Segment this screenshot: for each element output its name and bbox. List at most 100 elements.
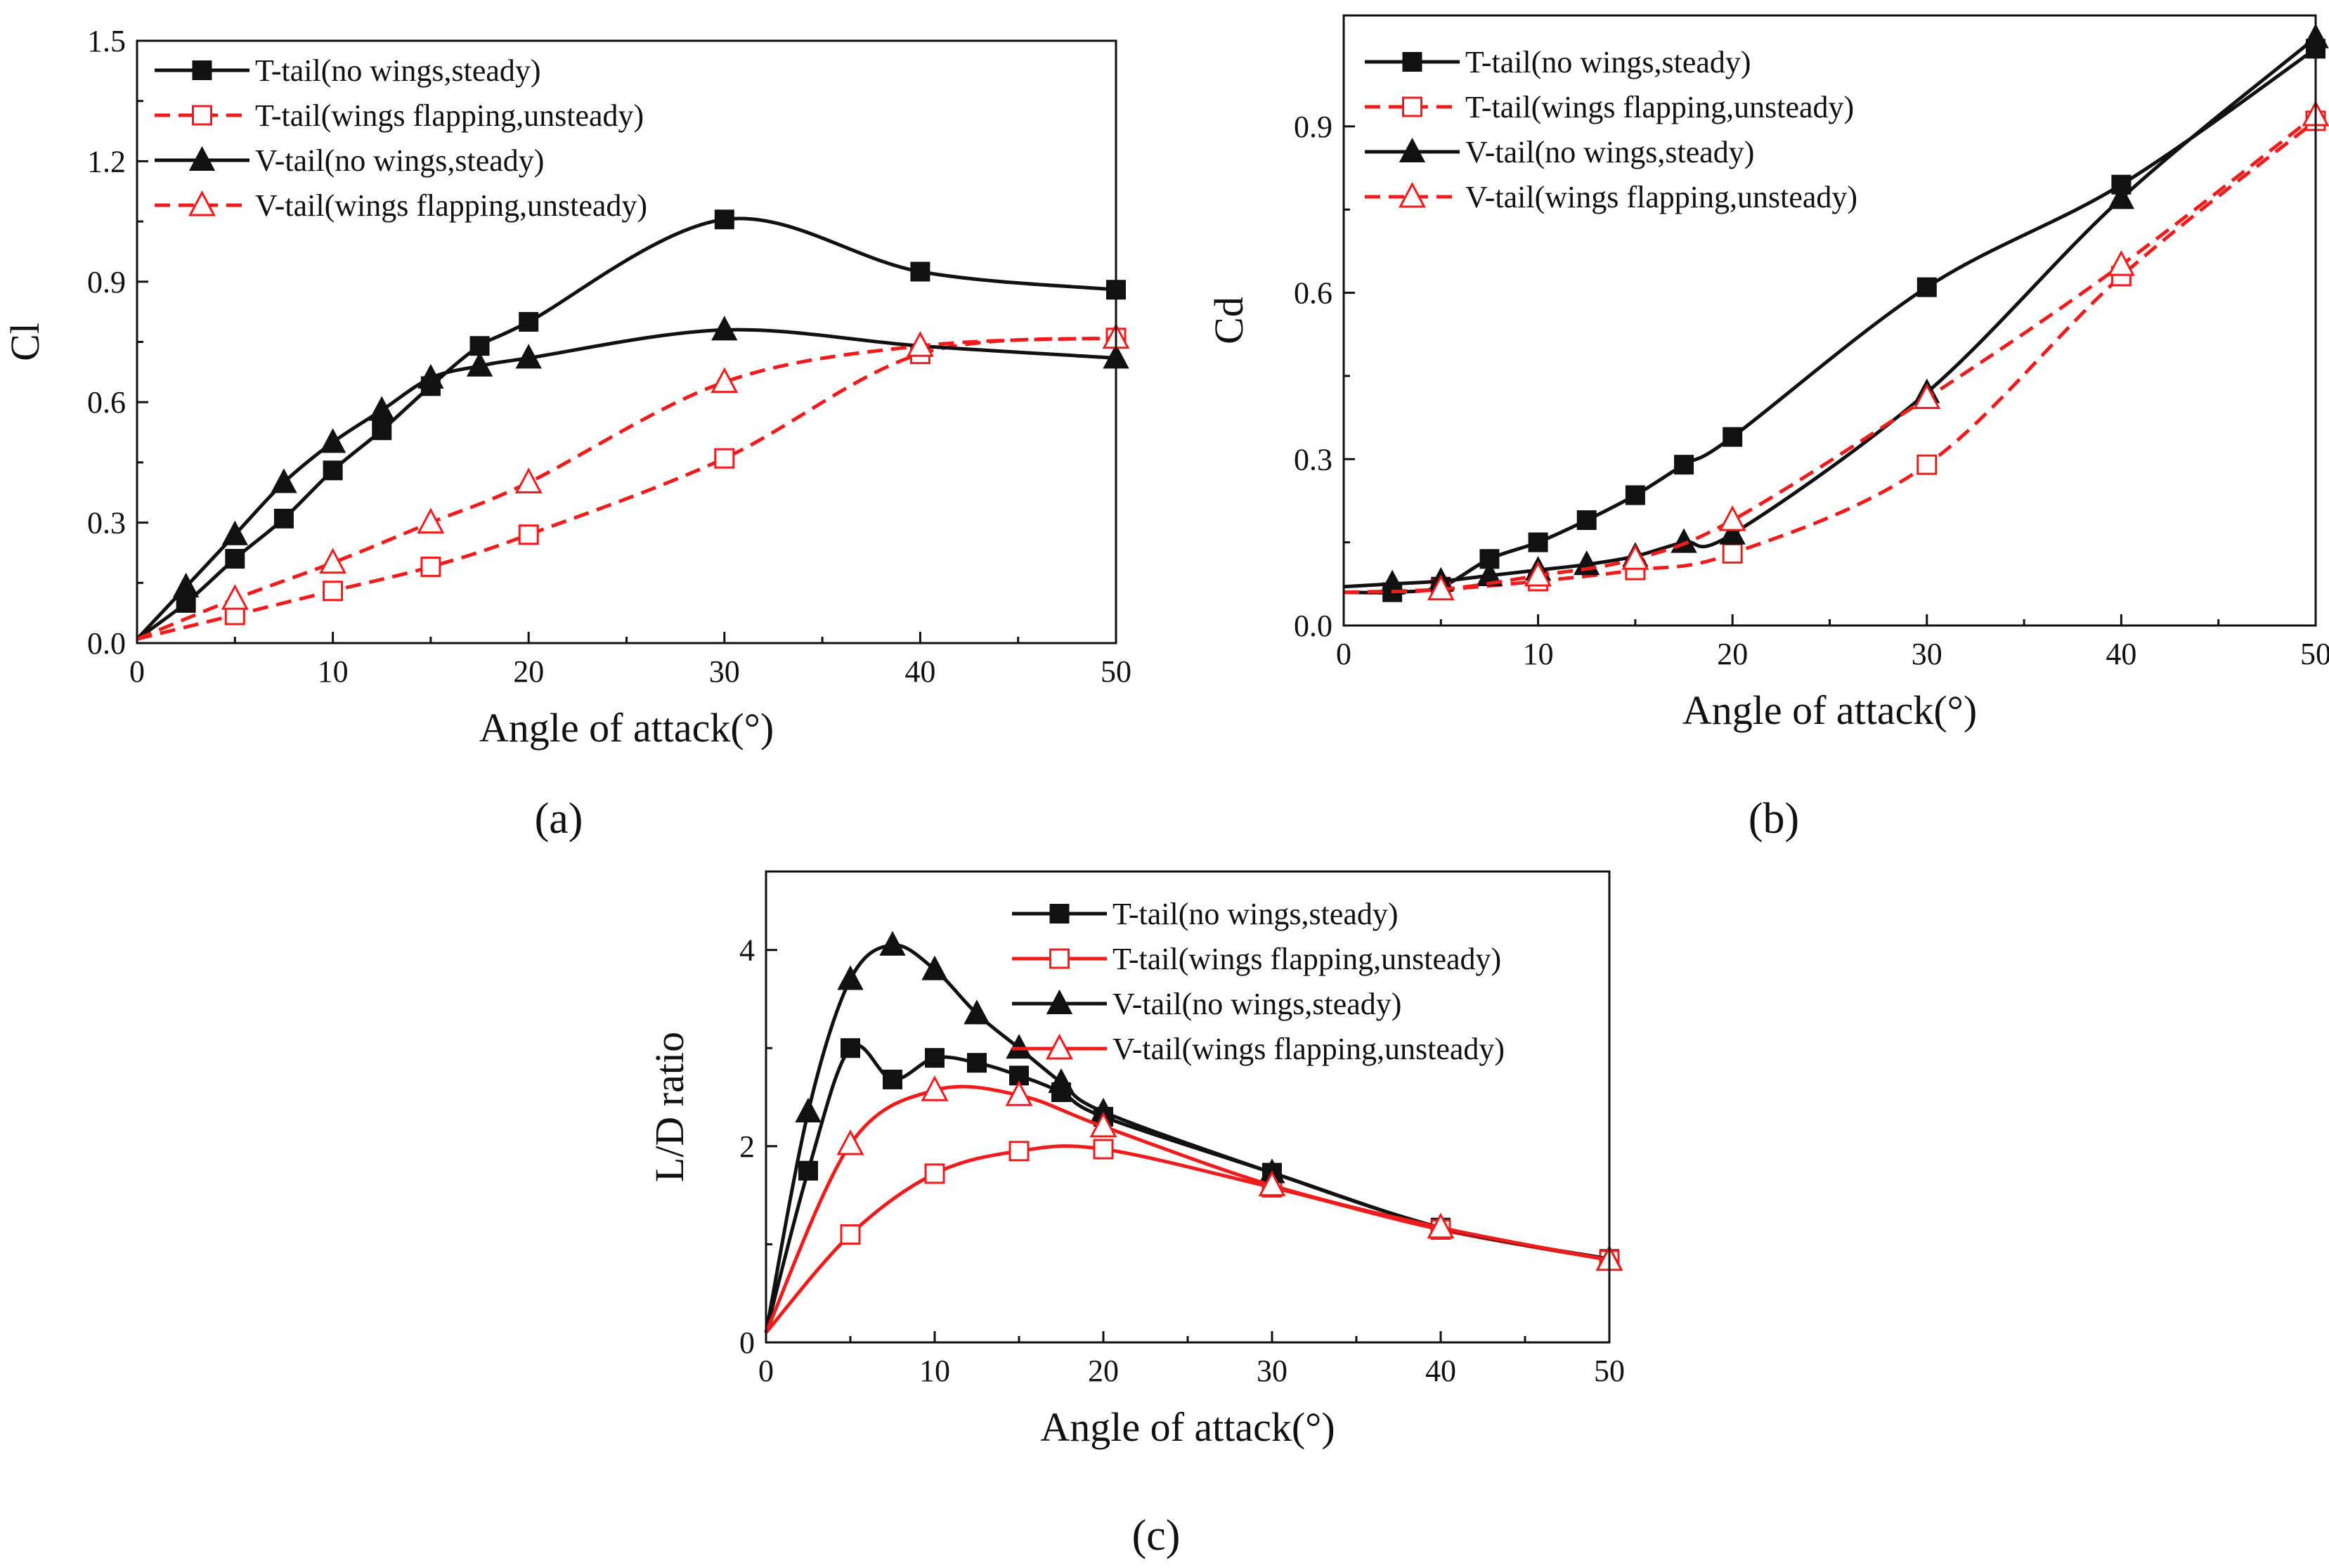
legend-marker [1046,1033,1073,1060]
x-tick-label: 0 [758,1354,774,1388]
data-point [518,524,539,545]
data-point [711,367,739,394]
legend: T-tail(no wings,steady) T-tail(wings flap… [1012,897,1505,1066]
x-tick-label: 40 [1425,1354,1456,1388]
legend-label: T-tail(wings flapping,unsteady) [1465,90,1854,124]
legend-label: T-tail(wings flapping,unsteady) [255,98,644,133]
legend-label: T-tail(wings flapping,unsteady) [1112,942,1501,976]
data-point [2108,184,2135,209]
series-4 [764,1075,1623,1334]
data-point [879,931,906,956]
series-line [765,1144,1610,1334]
data-point [1674,455,1694,475]
data-point [1723,427,1743,447]
y-tick-label: 0.9 [87,265,126,299]
data-point [840,1224,861,1245]
data-point [921,1075,949,1101]
legend-item: V-tail(no wings,steady) [155,143,544,178]
data-point [924,1163,945,1184]
legend-label: V-tail(no wings,steady) [1465,135,1754,169]
legend-label: V-tail(no wings,steady) [255,143,544,178]
x-tick-label: 50 [1101,654,1131,689]
y-tick-label: 0.3 [87,506,126,540]
legend-marker [1049,948,1070,969]
y-axis-label: L/D ratio [647,1032,692,1182]
legend-item: V-tail(no wings,steady) [1365,135,1754,169]
data-point [515,344,542,369]
legend-marker [188,145,216,171]
legend-item: T-tail(wings flapping,unsteady) [155,98,644,133]
legend-item: V-tail(wings flapping,unsteady) [1012,1032,1505,1066]
data-point [1621,544,1649,570]
legend-label: V-tail(no wings,steady) [1112,987,1401,1021]
data-point [1379,569,1406,595]
legend-marker [192,105,212,126]
x-tick-label: 10 [919,1354,950,1388]
legend-label: T-tail(no wings,steady) [255,53,541,88]
y-axis-label: Cd [1206,297,1252,344]
data-point [1524,560,1552,587]
data-point [921,955,948,980]
y-tick-label: 0.0 [87,626,126,661]
legend-label: T-tail(no wings,steady) [1112,897,1399,931]
legend-label: V-tail(wings flapping,unsteady) [1465,180,1857,214]
legend-item: T-tail(wings flapping,unsteady) [1012,942,1501,976]
data-point [1427,574,1455,601]
series-3 [136,316,1129,641]
data-point [273,508,294,529]
data-point [420,556,441,577]
data-point [925,1048,945,1068]
legend-marker [1399,181,1426,208]
y-tick-label: 0.3 [1294,442,1332,477]
data-point [1916,277,1937,297]
data-point [417,363,444,389]
y-tick-label: 0.9 [1294,110,1332,144]
legend-label: V-tail(wings flapping,unsteady) [255,188,647,223]
legend-label: T-tail(no wings,steady) [1465,45,1751,79]
data-point [1916,454,1938,475]
legend-marker [192,60,212,80]
series-line [764,1084,1610,1334]
data-point [1719,519,1746,545]
data-point [271,468,297,493]
data-point [225,549,245,569]
x-tick-label: 40 [2106,637,2136,671]
legend-item: V-tail(wings flapping,unsteady) [1365,180,1857,214]
x-tick-label: 0 [129,654,145,689]
data-point [837,965,864,990]
chart-panel-a: 0 10 20 30 40 50 0.0 0.3 0.6 0.9 1.2 1.5 Angle of at… [2,24,1131,751]
series-line [1343,47,2317,595]
legend-item: T-tail(no wings,steady) [1365,45,1751,79]
data-point [319,547,347,574]
data-point [1528,532,1548,552]
x-axis-label: Angle of attack(°) [1040,1404,1335,1450]
data-point [514,467,543,493]
data-point [1089,1111,1117,1138]
legend-marker [1049,904,1070,924]
series-4 [1343,100,2329,601]
y-axis-label: Cl [2,323,48,361]
x-tick-label: 30 [1912,637,1942,671]
data-point [967,1053,987,1073]
legend: T-tail(no wings,steady) T-tail(wings flap… [155,53,647,223]
data-point [1006,1034,1032,1059]
series-line [764,943,1610,1333]
legend-item: V-tail(no wings,steady) [1012,987,1401,1021]
data-point [323,581,344,602]
y-tick-label: 0 [739,1326,755,1360]
legend-marker [1399,137,1426,162]
data-point [1913,383,1941,409]
data-point [1258,1170,1286,1197]
x-tick-label: 30 [1257,1354,1287,1388]
data-point [841,1038,860,1058]
legend-marker [1046,989,1073,1014]
data-point [964,999,990,1025]
legend-item: T-tail(wings flapping,unsteady) [1365,90,1854,124]
x-tick-label: 10 [318,654,349,689]
data-point [1718,505,1746,531]
y-tick-label: 2 [739,1129,755,1164]
data-point [1005,1080,1033,1106]
data-point [519,311,539,332]
series-line [1343,119,2317,595]
